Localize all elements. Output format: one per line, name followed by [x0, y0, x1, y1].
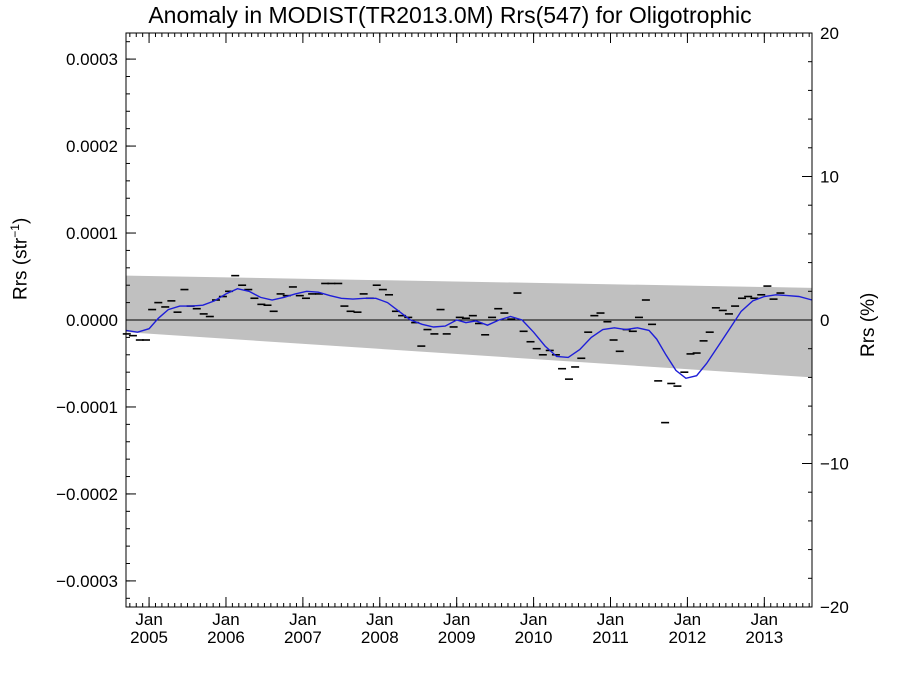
x-tick-month-label: Jan	[366, 610, 393, 629]
y-tick-label: 0.0002	[66, 137, 118, 156]
x-tick-month-label: Jan	[597, 610, 624, 629]
x-tick-year-label: 2009	[438, 628, 476, 647]
y-tick-label: 0.0000	[66, 311, 118, 330]
y-tick-label: 0.0001	[66, 224, 118, 243]
y2-tick-label: 0	[820, 311, 829, 330]
y-tick-label: −0.0003	[56, 572, 118, 591]
x-tick-year-label: 2008	[361, 628, 399, 647]
smoothed-line	[125, 287, 813, 380]
uncertainty-band	[126, 275, 812, 378]
uncertainty-band-layer	[126, 275, 812, 378]
x-tick-month-label: Jan	[751, 610, 778, 629]
x-tick-year-label: 2010	[515, 628, 553, 647]
y2-tick-label: −10	[820, 455, 849, 474]
y2-tick-label: 20	[820, 24, 839, 43]
y-tick-label: 0.0003	[66, 50, 118, 69]
x-tick-month-label: Jan	[289, 610, 316, 629]
x-tick-year-label: 2005	[130, 628, 168, 647]
axes-layer: 0.0003 0.0002 0.0001 0.0000 −0.0001 −0.0002 −0…	[56, 24, 849, 647]
y-tick-label: −0.0002	[56, 485, 118, 504]
x-tick-year-label: 2011	[592, 628, 629, 647]
x-tick-month-label: Jan	[443, 610, 470, 629]
x-tick-month-label: Jan	[520, 610, 547, 629]
chart-title: Anomaly in MODIST(TR2013.0M) Rrs(547) fo…	[148, 2, 752, 28]
x-tick-year-label: 2006	[207, 628, 245, 647]
x-tick-month-label: Jan	[135, 610, 162, 629]
y2-tick-label: 10	[820, 168, 839, 187]
x-tick-month-label: Jan	[674, 610, 701, 629]
smoothed-anomaly-line-layer	[125, 287, 813, 380]
x-tick-year-label: 2007	[284, 628, 322, 647]
x-tick-month-label: Jan	[212, 610, 239, 629]
y2-tick-label: −20	[820, 598, 849, 617]
x-tick-year-label: 2012	[668, 628, 706, 647]
y-tick-label: −0.0001	[56, 398, 118, 417]
x-tick-year-label: 2013	[745, 628, 783, 647]
